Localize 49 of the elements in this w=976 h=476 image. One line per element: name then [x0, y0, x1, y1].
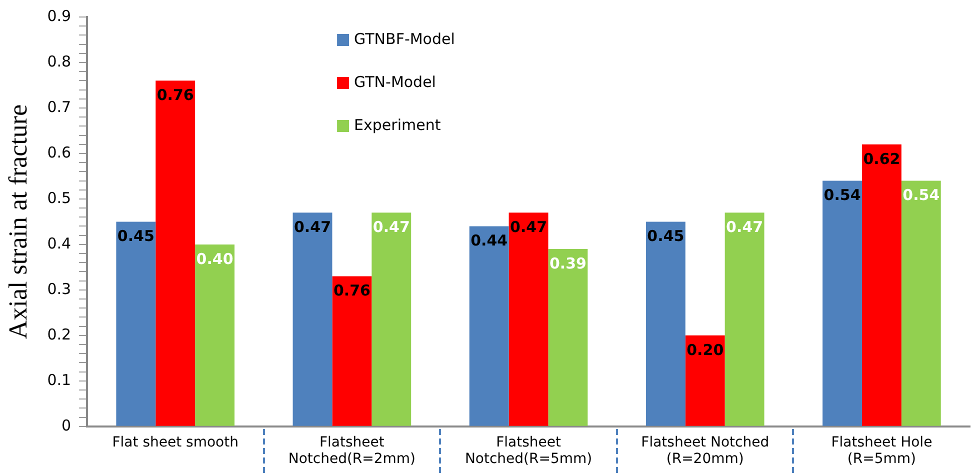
annotation: 0.76: [333, 282, 370, 300]
legend-label: GTNBF-Model: [354, 30, 455, 48]
data-label: 0.44: [470, 232, 508, 250]
data-label: 0.39: [549, 254, 586, 272]
bar: [195, 244, 235, 426]
bar: [156, 80, 196, 426]
y-tick-label: 0.6: [47, 143, 72, 162]
data-label: 0.20: [686, 340, 724, 359]
bar: [822, 180, 862, 426]
y-tick-label: 0.3: [47, 280, 72, 298]
x-tick-label: Flatsheet Notched(R=2mm): [288, 434, 416, 468]
data-label: 0.47: [294, 218, 332, 236]
bar: [862, 144, 902, 426]
data-label: 0.45: [117, 227, 154, 246]
legend-label: Experiment: [354, 116, 441, 134]
bar: [901, 180, 941, 426]
y-tick-label: 0.9: [47, 6, 72, 25]
x-tick-label: Flatsheet Notched (R=20mm): [641, 434, 770, 468]
data-label: 0.47: [726, 218, 764, 236]
data-label: 0.54: [824, 186, 861, 204]
y-tick-label: 0.4: [47, 234, 72, 252]
y-tick-label: 0.7: [47, 98, 72, 116]
bar: [646, 222, 686, 426]
bar: [548, 248, 588, 426]
data-label: 0.47: [510, 218, 548, 236]
x-tick-label: Flat sheet smooth: [112, 434, 238, 450]
data-label: 0.40: [196, 250, 234, 268]
bar: [508, 212, 548, 426]
bar: [372, 212, 412, 426]
bar: [292, 212, 332, 426]
data-label: 0.47: [372, 218, 410, 236]
x-tick-label: Flatsheet Hole (R=5mm): [831, 434, 932, 468]
legend-label: GTN-Model: [354, 72, 436, 91]
data-label: 0.45: [647, 227, 684, 246]
data-label: 0.76: [156, 86, 194, 104]
bar: [685, 335, 725, 426]
bar: [724, 212, 764, 426]
bar: [469, 226, 509, 426]
bar: [116, 222, 156, 426]
data-label: 0.54: [902, 186, 940, 204]
bar: [332, 276, 372, 426]
y-tick-label: 0.5: [47, 188, 72, 207]
y-tick-label: 0.8: [47, 52, 72, 70]
y-tick-label: 0.1: [47, 370, 72, 389]
data-label: 0.62: [863, 150, 900, 168]
y-tick-label: 0: [62, 416, 72, 434]
y-axis-title: Axial strain at fracture: [3, 104, 32, 340]
x-tick-label: Flatsheet Notched(R=5mm): [464, 434, 592, 468]
y-tick-label: 0.2: [47, 325, 72, 344]
